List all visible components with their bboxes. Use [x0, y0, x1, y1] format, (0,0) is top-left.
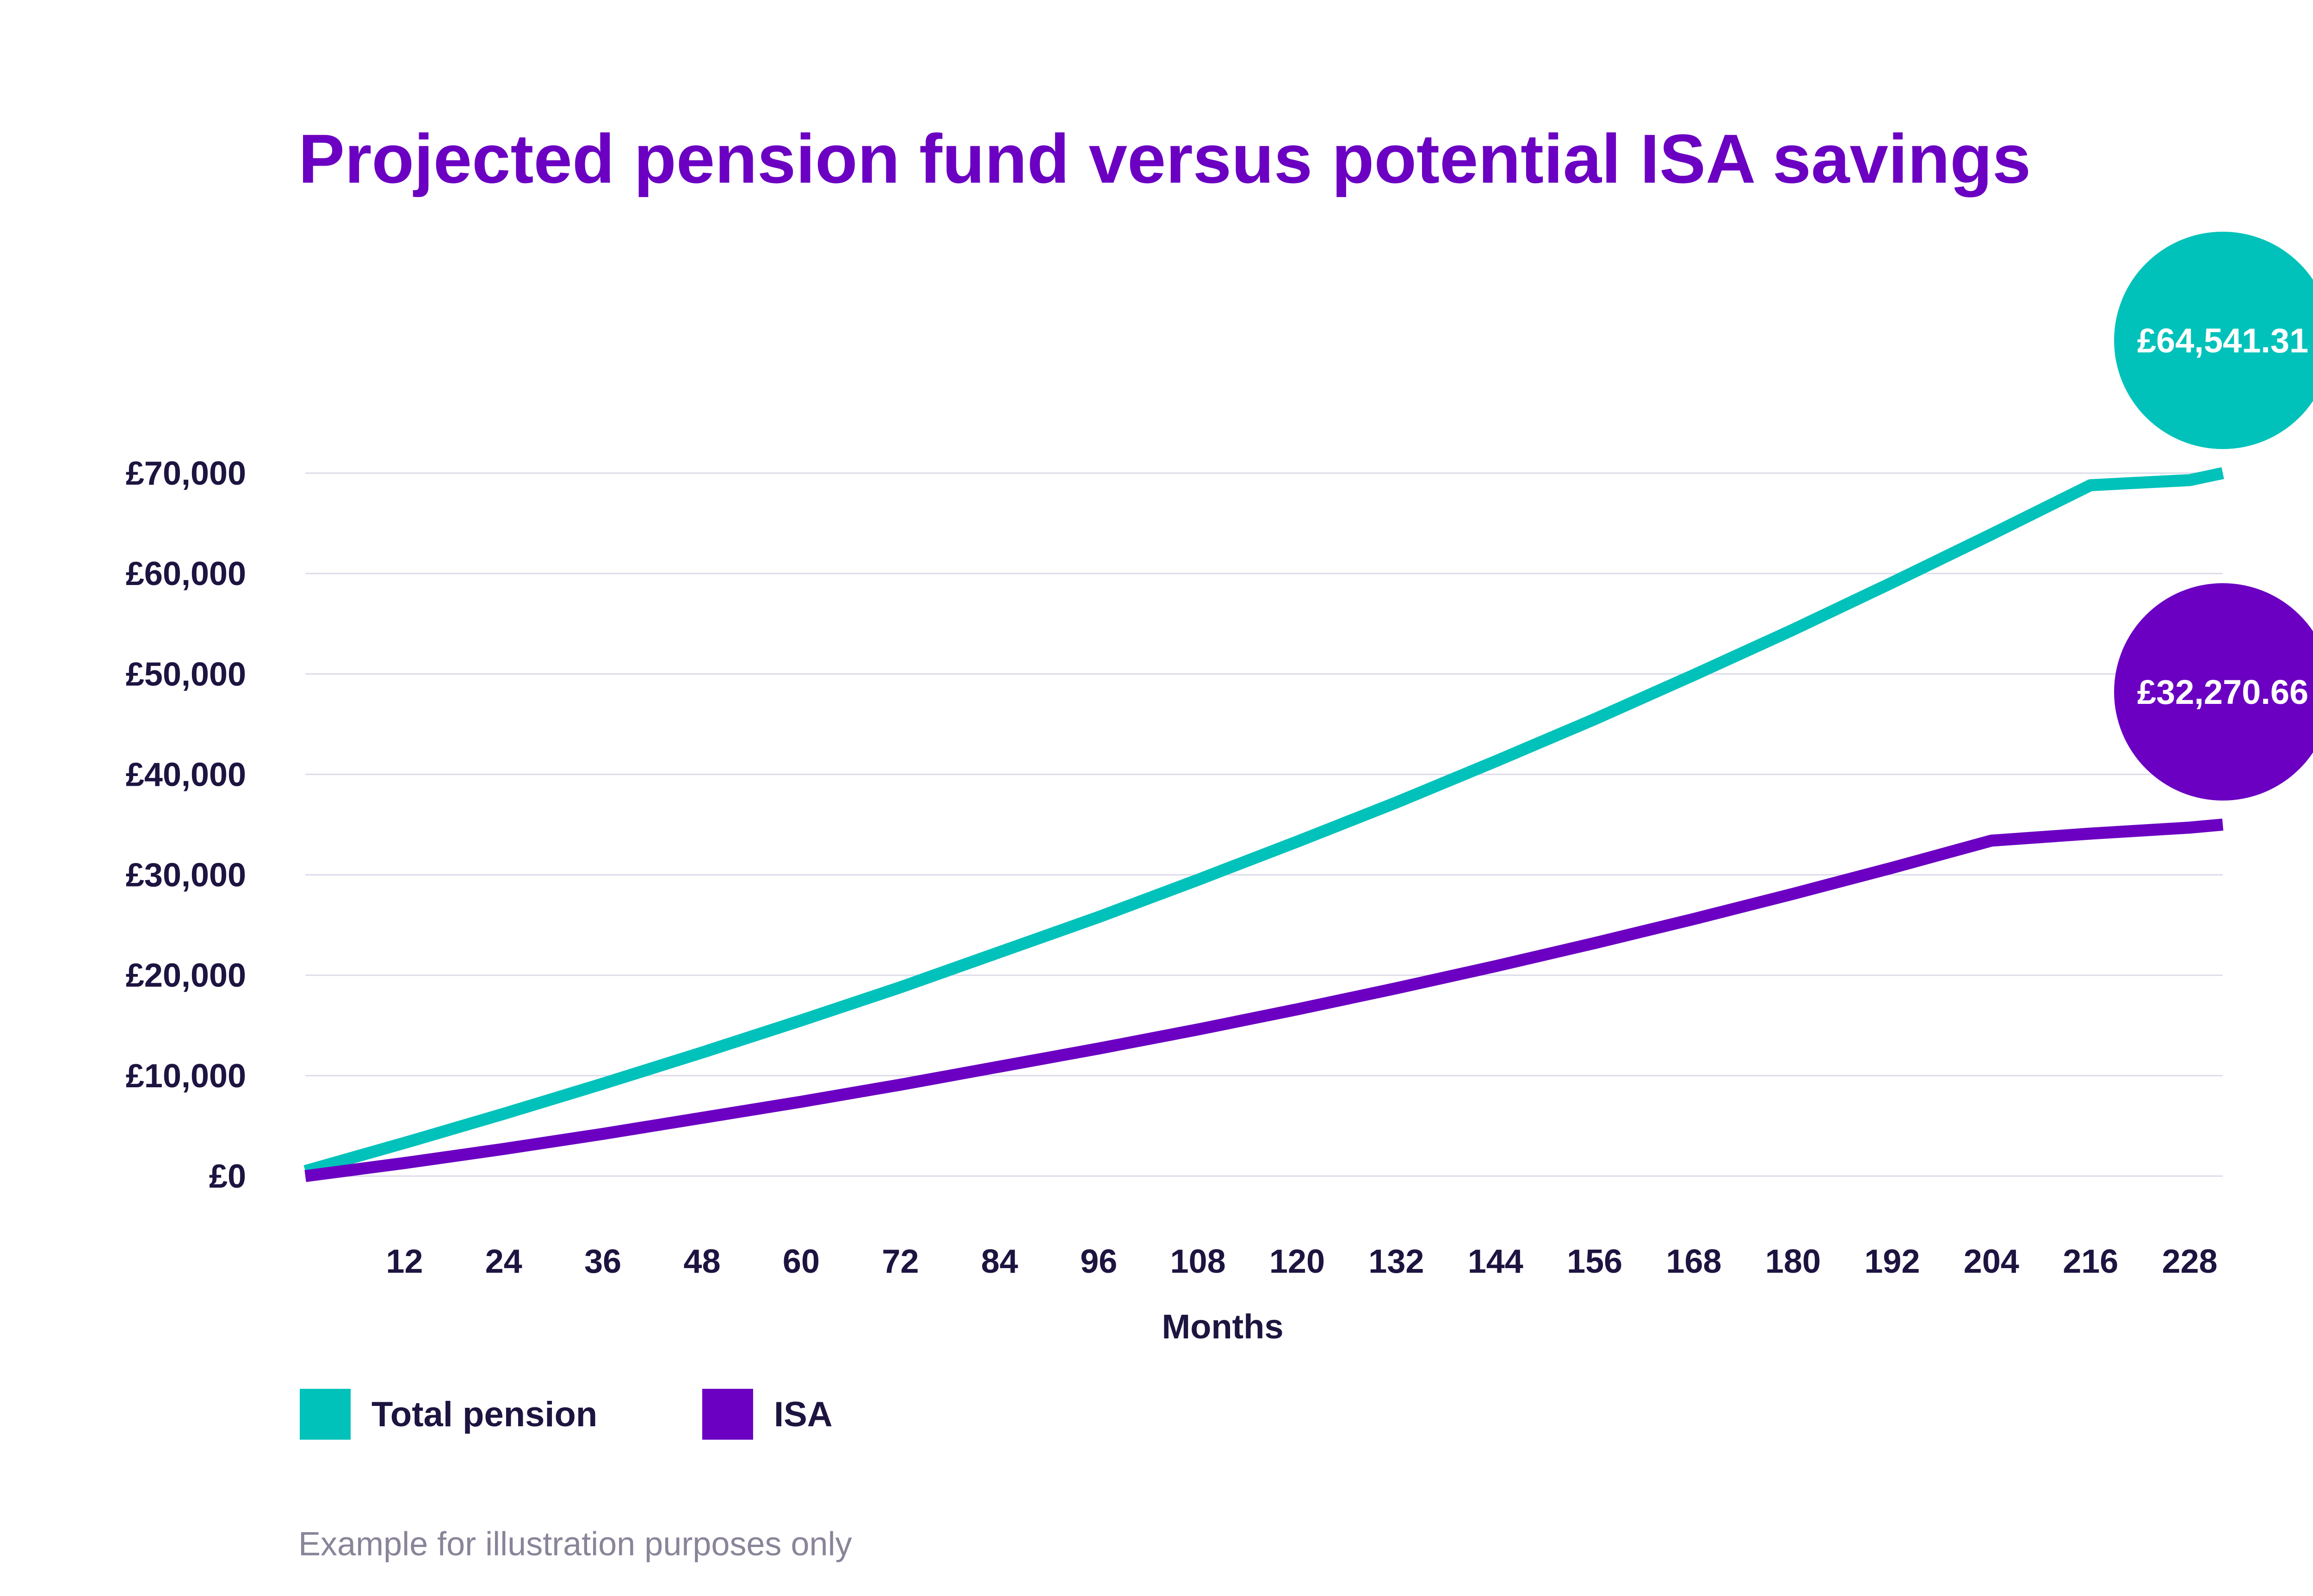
y-tick-label: £20,000: [126, 957, 246, 994]
end-value-label: £64,541.31: [2137, 321, 2308, 360]
legend-label: Total pension: [371, 1395, 597, 1434]
legend-swatch: [702, 1389, 753, 1440]
y-tick-label: £30,000: [126, 857, 246, 894]
x-axis-label: Months: [1162, 1307, 1283, 1346]
x-tick-label: 180: [1765, 1243, 1821, 1280]
x-tick-label: 144: [1468, 1243, 1523, 1280]
x-tick-label: 12: [386, 1243, 423, 1280]
x-tick-label: 192: [1864, 1243, 1920, 1280]
x-tick-label: 72: [882, 1243, 919, 1280]
legend-label: ISA: [774, 1395, 833, 1434]
x-tick-label: 228: [2162, 1243, 2217, 1280]
series-line-1: [304, 819, 2224, 1182]
x-tick-label: 60: [783, 1243, 820, 1280]
end-value-bubbles: £64,541.31 £32,270.66: [2114, 232, 2313, 801]
y-tick-label: £60,000: [126, 555, 246, 592]
x-tick-label: 108: [1170, 1243, 1225, 1280]
x-tick-label: 156: [1567, 1243, 1622, 1280]
y-tick-label: £40,000: [126, 756, 246, 793]
x-tick-label: 84: [981, 1243, 1018, 1280]
series-line-0: [303, 467, 2224, 1177]
legend: Total pension ISA: [300, 1389, 833, 1440]
x-tick-label: 204: [1964, 1243, 2019, 1280]
legend-swatch: [300, 1389, 351, 1440]
x-tick-label: 168: [1666, 1243, 1721, 1280]
series-lines: [303, 467, 2224, 1182]
x-tick-label: 24: [485, 1243, 522, 1280]
x-tick-label: 132: [1368, 1243, 1424, 1280]
x-tick-label: 48: [684, 1243, 721, 1280]
grid: [305, 472, 2223, 1177]
footnote: Example for illustration purposes only: [298, 1526, 852, 1563]
x-tick-label: 96: [1080, 1243, 1117, 1280]
y-tick-label: £50,000: [126, 656, 246, 693]
chart-title: Projected pension fund versus potential …: [298, 120, 2031, 197]
y-tick-label: £70,000: [126, 455, 246, 492]
y-axis-ticks: £0 £10,000 £20,000 £30,000 £40,000 £50,000 £60…: [126, 455, 246, 1195]
x-tick-label: 36: [584, 1243, 621, 1280]
end-value-bubble: [2114, 232, 2313, 449]
end-value-label: £32,270.66: [2137, 673, 2308, 711]
y-tick-label: £0: [209, 1158, 246, 1195]
end-value-bubble: [2114, 583, 2313, 801]
x-tick-label: 120: [1269, 1243, 1325, 1280]
x-tick-label: 216: [2063, 1243, 2118, 1280]
x-axis-ticks: 12 24 36 48 60 72 84 96 108 120 132 144 156 168 180 192…: [386, 1243, 2217, 1280]
y-tick-label: £10,000: [126, 1058, 246, 1095]
